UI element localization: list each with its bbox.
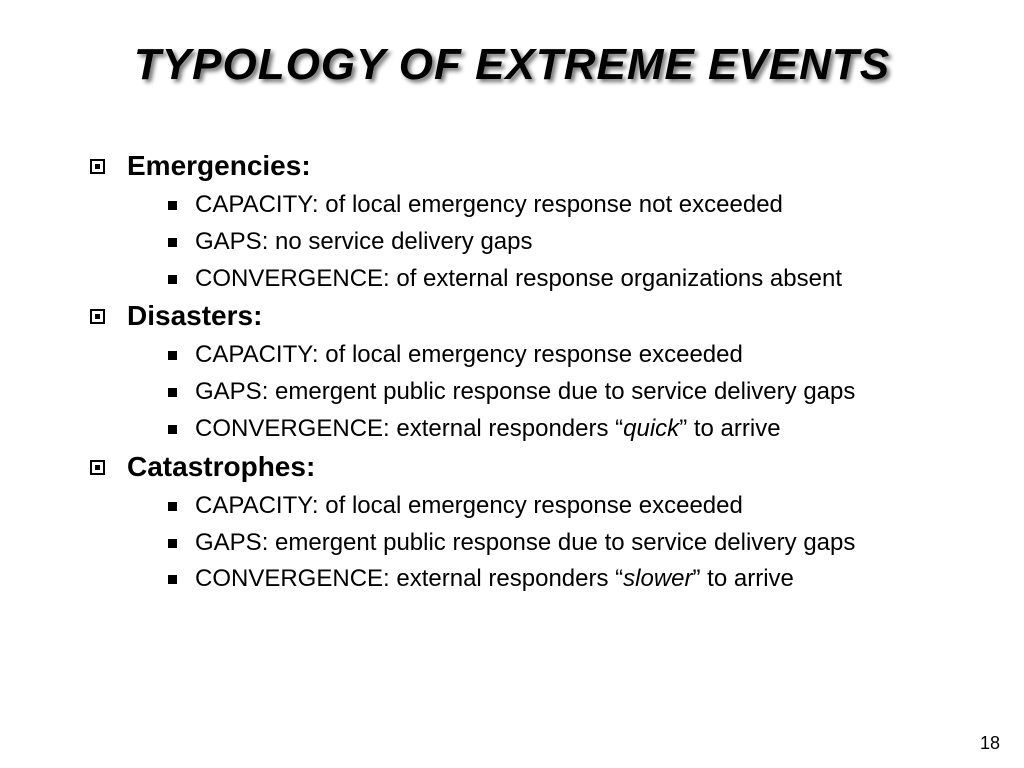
square-bullet-icon bbox=[168, 539, 177, 548]
square-bullet-icon bbox=[168, 351, 177, 360]
list-item: CAPACITY: of local emergency response no… bbox=[168, 188, 964, 223]
list-item-text: CAPACITY: of local emergency response ex… bbox=[195, 489, 743, 524]
list-item-text: CONVERGENCE: external responders “slower… bbox=[195, 562, 794, 597]
list-item: GAPS: emergent public response due to se… bbox=[168, 526, 964, 561]
sub-list: CAPACITY: of local emergency response ex… bbox=[90, 338, 964, 446]
page-number: 18 bbox=[980, 733, 1000, 754]
list-item-text: GAPS: emergent public response due to se… bbox=[195, 526, 855, 561]
list-item: CAPACITY: of local emergency response ex… bbox=[168, 338, 964, 373]
list-item: CAPACITY: of local emergency response ex… bbox=[168, 489, 964, 524]
section-header-text: Emergencies: bbox=[127, 150, 311, 182]
sub-list: CAPACITY: of local emergency response ex… bbox=[90, 489, 964, 597]
square-bullet-icon bbox=[168, 275, 177, 284]
section-header: Disasters: bbox=[90, 300, 964, 332]
square-dot-bullet-icon bbox=[90, 309, 105, 324]
section-header-text: Catastrophes: bbox=[127, 451, 315, 483]
square-bullet-icon bbox=[168, 425, 177, 434]
section-emergencies: Emergencies: CAPACITY: of local emergenc… bbox=[90, 150, 964, 296]
list-item-text: CONVERGENCE: of external response organi… bbox=[195, 262, 842, 297]
list-item-text: GAPS: no service delivery gaps bbox=[195, 225, 533, 260]
square-bullet-icon bbox=[168, 575, 177, 584]
list-item: CONVERGENCE: external responders “slower… bbox=[168, 562, 964, 597]
section-header: Catastrophes: bbox=[90, 451, 964, 483]
list-item: CONVERGENCE: of external response organi… bbox=[168, 262, 964, 297]
list-item-text: CAPACITY: of local emergency response ex… bbox=[195, 338, 743, 373]
square-dot-bullet-icon bbox=[90, 159, 105, 174]
list-item-text: GAPS: emergent public response due to se… bbox=[195, 375, 855, 410]
slide: TYPOLOGY OF EXTREME EVENTS Emergencies: … bbox=[0, 0, 1024, 768]
slide-content: Emergencies: CAPACITY: of local emergenc… bbox=[60, 150, 964, 597]
slide-title: TYPOLOGY OF EXTREME EVENTS bbox=[60, 40, 964, 90]
list-item: GAPS: emergent public response due to se… bbox=[168, 375, 964, 410]
list-item: GAPS: no service delivery gaps bbox=[168, 225, 964, 260]
section-disasters: Disasters: CAPACITY: of local emergency … bbox=[90, 300, 964, 446]
list-item: CONVERGENCE: external responders “quick”… bbox=[168, 412, 964, 447]
square-bullet-icon bbox=[168, 388, 177, 397]
square-bullet-icon bbox=[168, 502, 177, 511]
list-item-text: CONVERGENCE: external responders “quick”… bbox=[195, 412, 781, 447]
list-item-text: CAPACITY: of local emergency response no… bbox=[195, 188, 783, 223]
section-catastrophes: Catastrophes: CAPACITY: of local emergen… bbox=[90, 451, 964, 597]
section-header-text: Disasters: bbox=[127, 300, 262, 332]
square-dot-bullet-icon bbox=[90, 460, 105, 475]
square-bullet-icon bbox=[168, 238, 177, 247]
sub-list: CAPACITY: of local emergency response no… bbox=[90, 188, 964, 296]
square-bullet-icon bbox=[168, 201, 177, 210]
section-header: Emergencies: bbox=[90, 150, 964, 182]
